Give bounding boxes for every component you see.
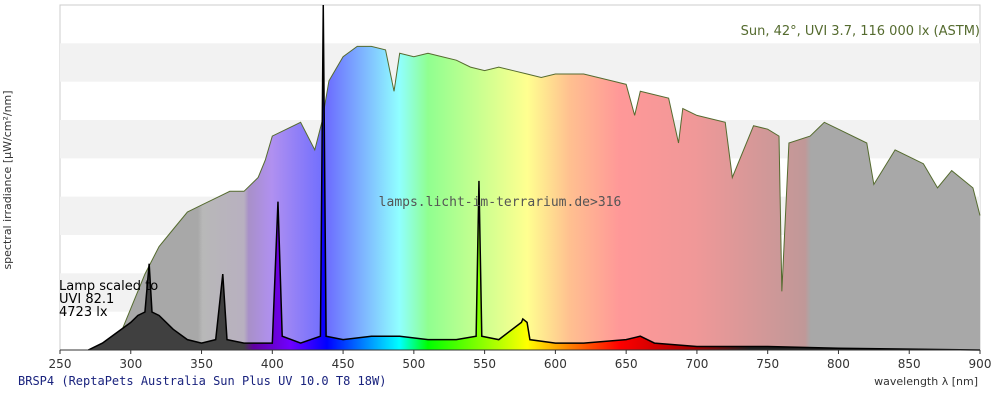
x-tick-label: 900 (969, 357, 992, 371)
line (87, 4, 981, 351)
x-tick-label: 300 (119, 357, 142, 371)
annotation: Lamp scaled to (59, 279, 158, 294)
chart-title: BRSP4 (ReptaPets Australia Sun Plus UV 1… (18, 374, 386, 388)
series-label: Sun, 42°, UVI 3.7, 116 000 lx (ASTM) (741, 24, 980, 39)
x-tick-label: 550 (473, 357, 496, 371)
x-axis-label: wavelength λ [nm] (874, 375, 978, 388)
annotation: UVI 82.1 (59, 292, 114, 307)
x-tick-label: 850 (898, 357, 921, 371)
x-tick-label: 800 (827, 357, 850, 371)
x-tick-label: 700 (685, 357, 708, 371)
x-tick-label: 450 (332, 357, 355, 371)
x-tick-label: 350 (190, 357, 213, 371)
x-tick-label: 650 (615, 357, 638, 371)
x-tick-label: 500 (402, 357, 425, 371)
y-axis-label: spectral irradiance [µW/cm²/nm] (1, 90, 14, 269)
x-tick-label: 250 (49, 357, 72, 371)
annotation: 4723 lx (59, 305, 108, 320)
line (102, 45, 981, 351)
x-tick-label: 400 (261, 357, 284, 371)
watermark: lamps.licht-im-terrarium.de>316 (379, 195, 622, 210)
x-tick-label: 750 (756, 357, 779, 371)
x-tick-label: 600 (544, 357, 567, 371)
